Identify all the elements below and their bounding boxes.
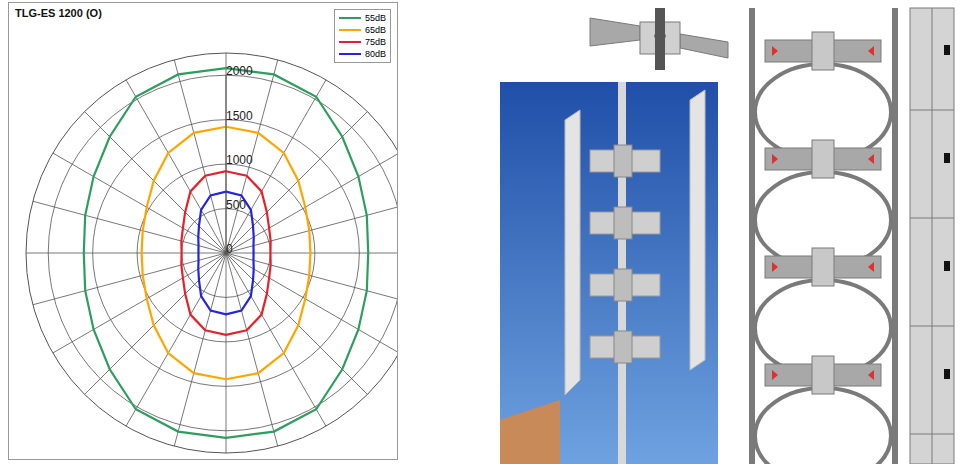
svg-text:500: 500 [226,198,246,212]
html-text:TLG-ES 1200 (O): TLG-ES 1200 (O) [15,7,102,19]
svg-text:2000: 2000 [226,64,253,78]
html-text:75dB: 75dB [365,37,386,47]
svg-text:1500: 1500 [226,109,253,123]
svg-text:1000: 1000 [226,153,253,167]
html-text:65dB: 65dB [365,25,386,35]
svg-text:0: 0 [226,242,233,256]
html-text:55dB: 55dB [365,13,386,23]
html-text:80dB: 80dB [365,49,386,59]
